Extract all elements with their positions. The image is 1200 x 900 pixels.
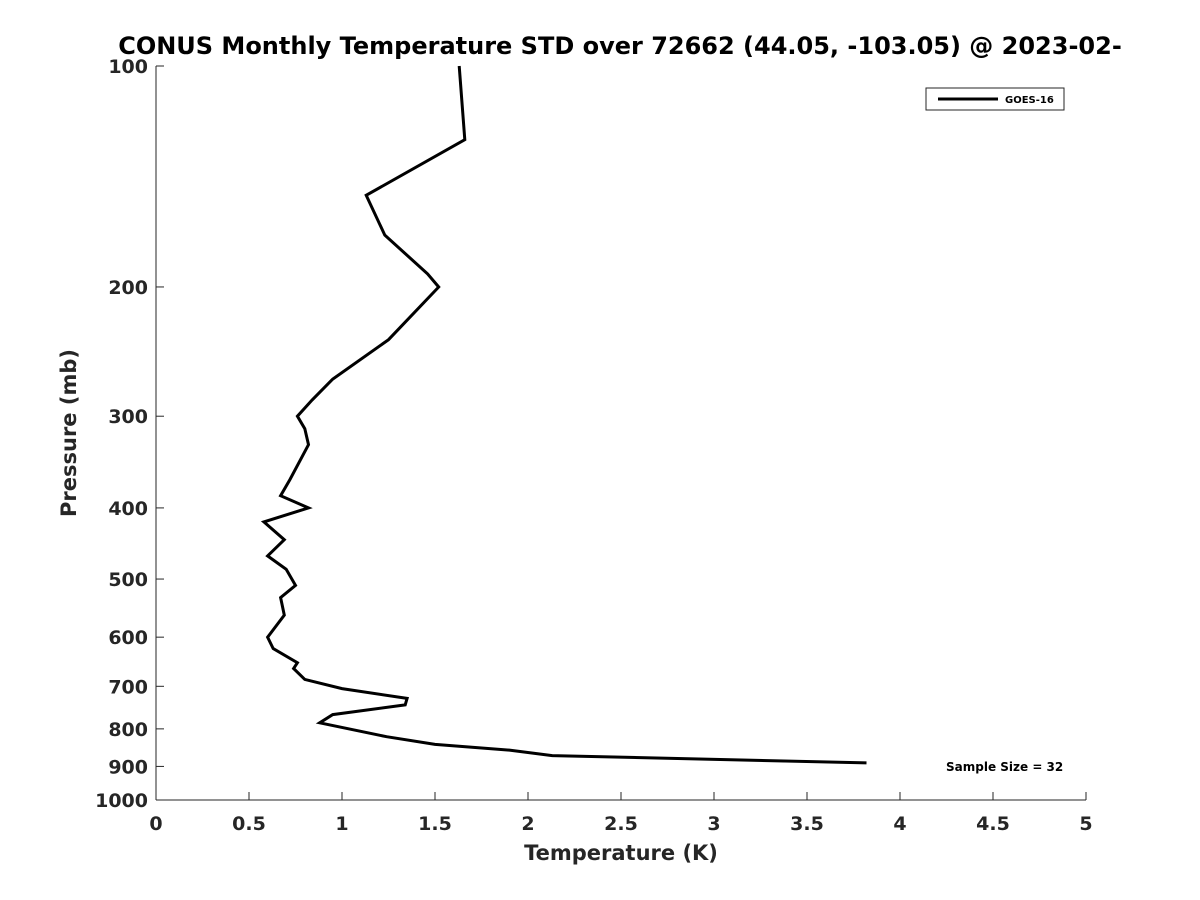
y-tick-label: 700 bbox=[108, 676, 148, 698]
x-tick-label: 4.5 bbox=[976, 813, 1010, 835]
x-tick-label: 5 bbox=[1079, 813, 1092, 835]
x-tick-label: 3 bbox=[707, 813, 720, 835]
chart-title: CONUS Monthly Temperature STD over 72662… bbox=[118, 32, 1122, 60]
x-tick-label: 1 bbox=[335, 813, 348, 835]
y-tick-label: 1000 bbox=[95, 790, 148, 812]
x-tick-label: 2 bbox=[521, 813, 534, 835]
x-tick-label: 1.5 bbox=[418, 813, 452, 835]
series-line bbox=[260, 65, 867, 765]
x-tick-label: 0 bbox=[149, 813, 162, 835]
y-tick-label: 600 bbox=[108, 627, 148, 649]
y-tick-label: 200 bbox=[108, 277, 148, 299]
sample-size-annotation: Sample Size = 32 bbox=[946, 760, 1063, 774]
y-tick-label: 900 bbox=[108, 756, 148, 778]
x-axis-label: Temperature (K) bbox=[524, 841, 718, 865]
y-tick-label: 400 bbox=[108, 498, 148, 520]
y-tick-label: 100 bbox=[108, 56, 148, 78]
plot-area: 0 0.5 1 1.5 2 2.5 3 3.5 4 4.5 5 100 200 300 400 500 600… bbox=[95, 56, 1093, 835]
y-ticks: 100 200 300 400 500 600 700 800 900 1000 bbox=[95, 56, 164, 812]
y-tick-label: 300 bbox=[108, 406, 148, 428]
y-axis-label: Pressure (mb) bbox=[57, 349, 81, 517]
legend: GOES-16 bbox=[925, 87, 1065, 111]
x-tick-label: 4 bbox=[893, 813, 906, 835]
x-ticks: 0 0.5 1 1.5 2 2.5 3 3.5 4 4.5 5 bbox=[149, 792, 1093, 835]
series-group bbox=[260, 65, 867, 765]
x-tick-label: 2.5 bbox=[604, 813, 638, 835]
y-tick-label: 800 bbox=[108, 719, 148, 741]
x-tick-label: 3.5 bbox=[790, 813, 824, 835]
x-tick-label: 0.5 bbox=[232, 813, 266, 835]
legend-label: GOES-16 bbox=[1005, 95, 1054, 106]
y-tick-label: 500 bbox=[108, 569, 148, 591]
